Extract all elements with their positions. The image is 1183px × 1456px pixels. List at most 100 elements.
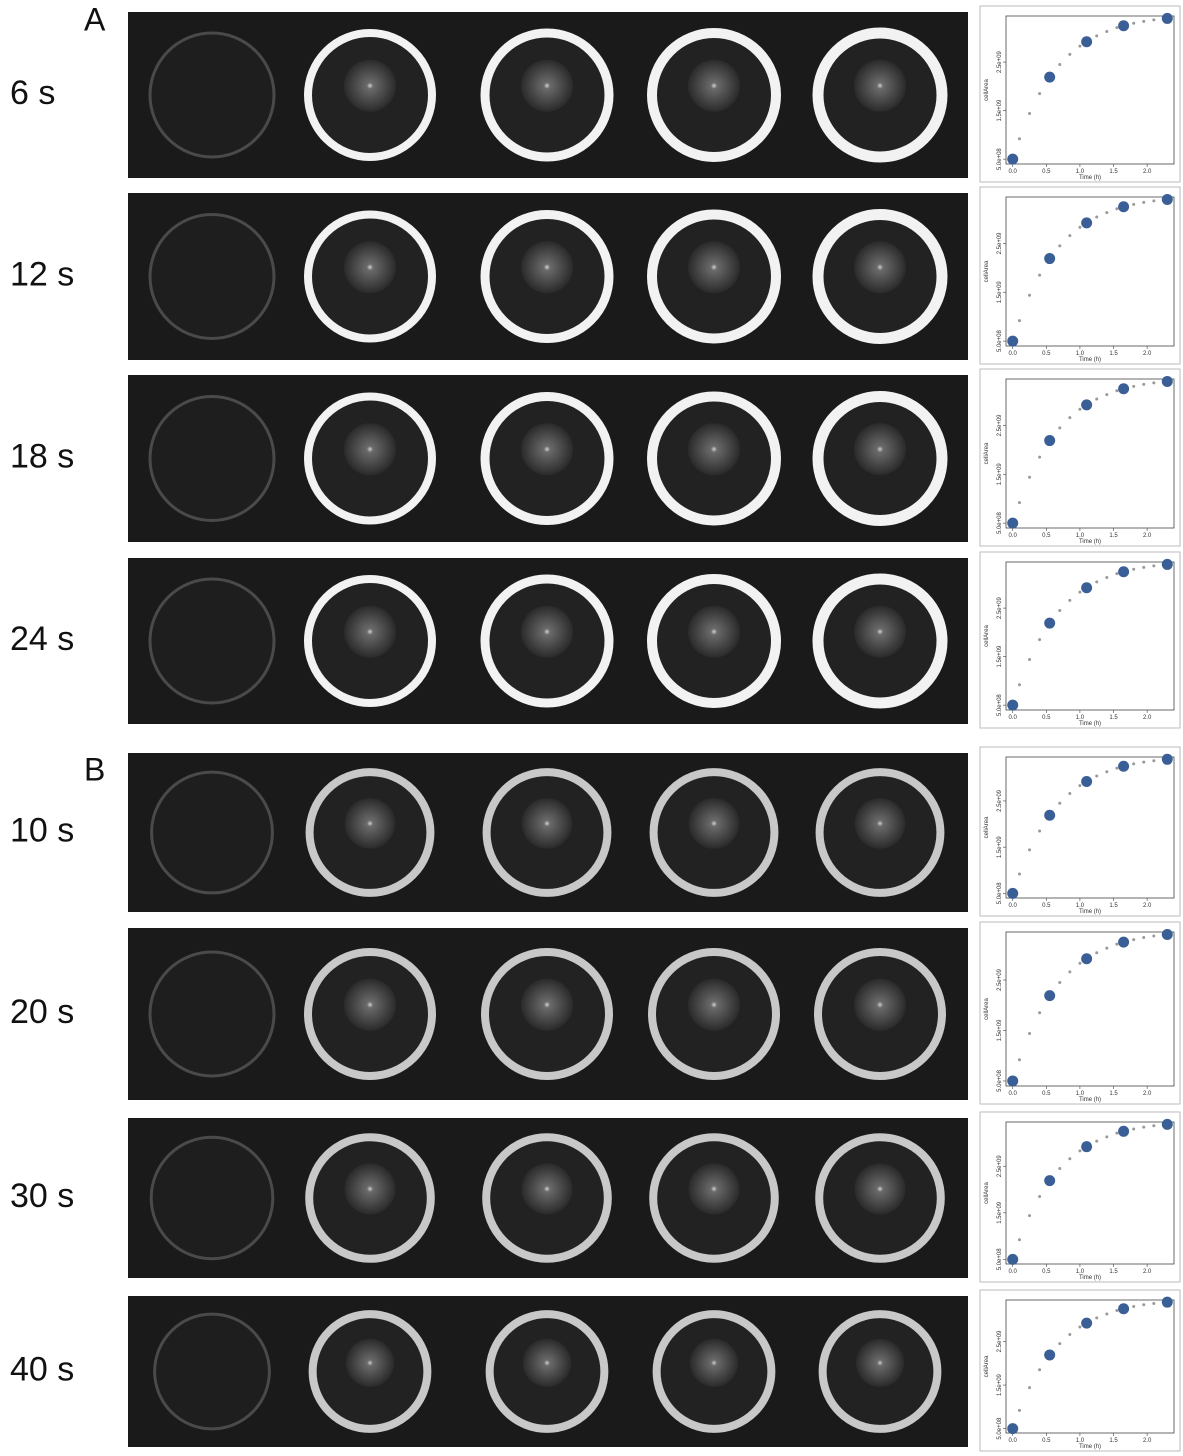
point xyxy=(1152,18,1155,21)
cell-nucleus xyxy=(521,1163,572,1214)
x-tick-label: 2.0 xyxy=(1143,351,1152,357)
y-axis-label: cellArea xyxy=(984,998,990,1020)
cell-nucleus xyxy=(854,423,906,475)
cell-nucleus xyxy=(344,606,396,658)
point xyxy=(1038,638,1041,641)
x-tick-label: 0.5 xyxy=(1042,533,1051,539)
cell-nucleus xyxy=(856,1339,904,1387)
point xyxy=(1132,1305,1135,1308)
x-tick-label: 0.5 xyxy=(1042,903,1051,909)
y-tick-label: 1.5e+09 xyxy=(997,1019,1003,1042)
y-axis-label: cellArea xyxy=(984,79,990,101)
cell-nucleus xyxy=(854,241,906,293)
point xyxy=(1044,435,1055,446)
cell-nucleus xyxy=(344,241,396,293)
y-tick-label: 5.0e+08 xyxy=(997,694,1003,717)
point xyxy=(1162,1297,1173,1308)
y-tick-label: 2.5e+09 xyxy=(997,789,1003,812)
point xyxy=(1058,244,1061,247)
x-axis-label: Time (h) xyxy=(1079,175,1101,181)
cell-nucleus xyxy=(688,60,740,112)
cell-ring xyxy=(150,215,274,339)
cell-ring xyxy=(150,579,274,703)
point xyxy=(1115,26,1118,29)
point xyxy=(1118,566,1129,577)
point xyxy=(1115,1132,1118,1135)
cell-nucleus xyxy=(854,606,906,658)
point xyxy=(1078,591,1081,594)
point xyxy=(1152,564,1155,567)
x-tick-label: 0.0 xyxy=(1009,351,1018,357)
point xyxy=(1162,929,1173,940)
point xyxy=(1095,1316,1098,1319)
point xyxy=(1058,1167,1061,1170)
point xyxy=(1078,408,1081,411)
point xyxy=(1068,792,1071,795)
point xyxy=(1028,294,1031,297)
point xyxy=(1081,1141,1092,1152)
point xyxy=(1058,63,1061,66)
x-tick-label: 0.0 xyxy=(1009,903,1018,909)
point xyxy=(1132,938,1135,941)
cell-nucleus xyxy=(521,241,573,293)
point xyxy=(1028,1386,1031,1389)
x-tick-label: 0.0 xyxy=(1009,1091,1018,1097)
point xyxy=(1132,385,1135,388)
x-tick-label: 0.0 xyxy=(1009,533,1018,539)
point xyxy=(1081,1318,1092,1329)
cell-ring xyxy=(150,33,274,157)
cell-ring xyxy=(155,1314,270,1429)
point xyxy=(1068,234,1071,237)
cell-ring xyxy=(151,1137,273,1259)
point xyxy=(1068,1333,1071,1336)
point xyxy=(1118,201,1129,212)
x-tick-label: 0.5 xyxy=(1042,1438,1051,1444)
point xyxy=(1007,1075,1018,1086)
point xyxy=(1081,582,1092,593)
y-axis-label: cellArea xyxy=(984,260,990,282)
point xyxy=(1115,1309,1118,1312)
y-tick-label: 5.0e+08 xyxy=(997,512,1003,535)
point xyxy=(1078,962,1081,965)
y-tick-label: 2.5e+09 xyxy=(997,232,1003,255)
x-tick-label: 1.5 xyxy=(1109,169,1118,175)
cell-nucleus xyxy=(688,1163,739,1214)
x-tick-label: 2.0 xyxy=(1143,1269,1152,1275)
row-label: 20 s xyxy=(10,993,74,1031)
y-tick-label: 5.0e+08 xyxy=(997,330,1003,353)
cell-nucleus xyxy=(345,798,396,849)
row-label: 30 s xyxy=(10,1177,74,1215)
point xyxy=(1044,72,1055,83)
point xyxy=(1081,953,1092,964)
point xyxy=(1018,1238,1021,1241)
x-tick-label: 1.5 xyxy=(1109,1269,1118,1275)
point xyxy=(1044,1175,1055,1186)
cell-nucleus xyxy=(521,606,573,658)
y-axis-label: cellArea xyxy=(984,625,990,647)
point xyxy=(1105,1135,1108,1138)
point xyxy=(1044,1349,1055,1360)
point xyxy=(1018,319,1021,322)
point xyxy=(1142,936,1145,939)
point xyxy=(1162,13,1173,24)
point xyxy=(1078,226,1081,229)
y-axis-label: cellArea xyxy=(984,1182,990,1204)
cell-nucleus xyxy=(855,798,906,849)
point xyxy=(1028,476,1031,479)
cell-nucleus xyxy=(689,798,740,849)
point xyxy=(1038,274,1041,277)
point xyxy=(1038,829,1041,832)
x-tick-label: 0.0 xyxy=(1009,715,1018,721)
cell-nucleus xyxy=(521,60,573,112)
x-tick-label: 0.5 xyxy=(1042,169,1051,175)
cell-nucleus xyxy=(521,979,573,1031)
point xyxy=(1018,137,1021,140)
point xyxy=(1081,36,1092,47)
panel-label: A xyxy=(84,1,106,37)
point xyxy=(1038,1011,1041,1014)
y-tick-label: 5.0e+08 xyxy=(997,882,1003,905)
point xyxy=(1142,566,1145,569)
point xyxy=(1068,599,1071,602)
point xyxy=(1132,1127,1135,1130)
point xyxy=(1058,1342,1061,1345)
